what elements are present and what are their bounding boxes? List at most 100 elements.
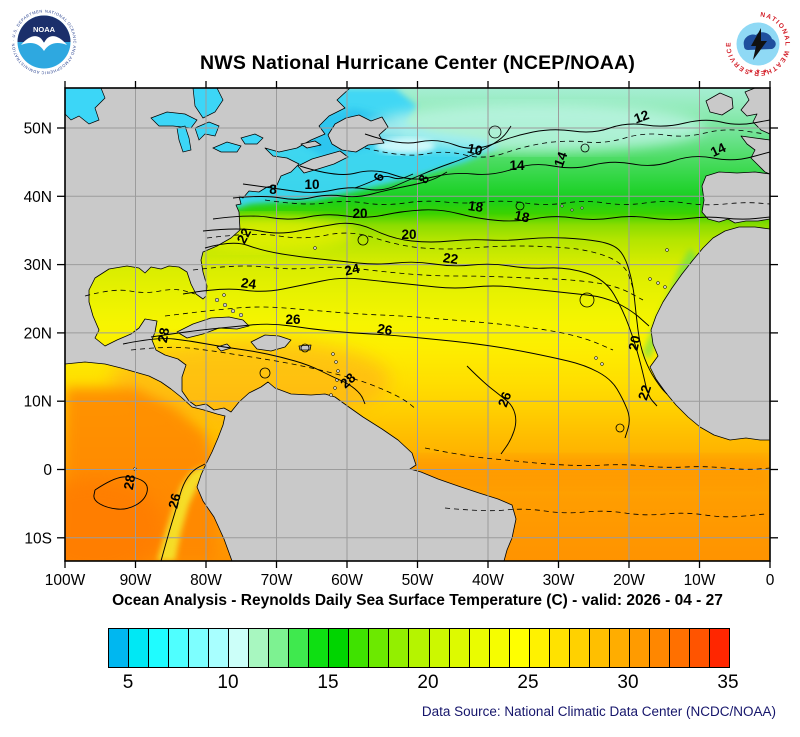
isotherm-23-dashed — [192, 265, 644, 301]
colorbar-cell — [208, 629, 229, 667]
isotherm-25-dashed — [84, 289, 196, 297]
isotherm-22 — [204, 242, 658, 407]
colorbar-cell — [648, 629, 669, 667]
noaa-seagull-icon — [21, 36, 67, 51]
colorbar-cell — [248, 629, 269, 667]
colorbar-cell — [328, 629, 349, 667]
colorbar-cell — [488, 629, 509, 667]
isotherm-ring — [488, 125, 502, 139]
nws-lightning-icon — [751, 28, 767, 60]
isotherm-13-dashed — [364, 129, 766, 158]
isotherm-8 — [232, 171, 448, 200]
contour-label: 24 — [240, 275, 257, 292]
contour-label: 14 — [509, 158, 525, 173]
isotherm-17-dashed — [264, 199, 770, 206]
contour-label: 26 — [376, 321, 394, 338]
great-lakes — [65, 88, 264, 153]
map-axes: 100W 90W 80W 70W 60W 50W 40W 30W 20W 10W 0 50N 40N 30… — [24, 81, 778, 589]
data-source-note: Data Source: National Climatic Data Cent… — [421, 704, 776, 719]
colorbar-cell — [308, 629, 329, 667]
x-axis-label: 70W — [261, 572, 293, 589]
y-axis-label: 30N — [24, 257, 52, 274]
contour-label: 14 — [708, 140, 728, 160]
colorbar-cell — [608, 629, 629, 667]
isotherm-25-dashed — [164, 306, 614, 351]
colorbar-cell — [148, 629, 169, 667]
colorbar-tick-label: 5 — [122, 672, 134, 693]
contour-label: 12 — [632, 107, 651, 126]
isotherm-27-dashed — [444, 507, 766, 518]
contour-label: 20 — [352, 206, 367, 221]
contour-label: 14 — [551, 149, 570, 169]
colorbar-cell — [168, 629, 189, 667]
colorbar-cell — [688, 629, 709, 667]
y-axis-label: 50N — [24, 121, 52, 138]
x-axis-label: 10W — [684, 572, 716, 589]
colorbar-cell — [388, 629, 409, 667]
colorbar-cell — [528, 629, 549, 667]
france — [740, 135, 770, 175]
contour-label: 26 — [495, 389, 514, 409]
isotherm-24 — [182, 277, 650, 327]
lake-michigan — [176, 125, 192, 153]
temperature-colorbar — [108, 628, 730, 668]
africa — [649, 226, 770, 441]
y-axis-label: 10S — [24, 530, 52, 547]
x-axis-label: 90W — [120, 572, 152, 589]
isotherm-ring — [580, 143, 590, 153]
contour-label: 22 — [234, 226, 254, 246]
isotherm-27-dashed — [424, 447, 770, 470]
contour-label: 22 — [442, 250, 459, 267]
colorbar-cell — [408, 629, 429, 667]
x-axis-label: 30W — [543, 572, 575, 589]
contour-label: 18 — [513, 208, 531, 226]
great-britain — [740, 88, 770, 135]
isotherm-ring — [259, 367, 271, 379]
colorbar-cell — [188, 629, 209, 667]
noaa-logo-label: NOAA — [33, 25, 56, 34]
hudson-bay — [65, 88, 106, 125]
isotherm-27-dashed — [130, 346, 418, 411]
isotherm-ring — [300, 343, 310, 353]
isotherm-26 — [466, 365, 517, 455]
americas-landmass — [65, 88, 517, 561]
colorbar-tick-label: 10 — [217, 672, 239, 693]
iberia — [701, 171, 770, 224]
contour-label: 28 — [155, 326, 172, 344]
map-caption: Ocean Analysis - Reynolds Daily Sea Surf… — [112, 592, 723, 609]
y-axis-label: 20N — [24, 325, 52, 342]
isotherm-19-dashed — [206, 232, 634, 289]
x-axis-label: 80W — [190, 572, 222, 589]
x-axis-label: 40W — [472, 572, 504, 589]
lake-superior — [150, 111, 198, 129]
x-axis-label: 60W — [331, 572, 363, 589]
contour-label: 10 — [466, 141, 484, 159]
colorbar-cell — [288, 629, 309, 667]
isotherm-28 — [122, 338, 366, 405]
y-axis-label: 0 — [43, 462, 52, 479]
contour-label: 26 — [285, 312, 301, 327]
isotherm-ring — [579, 292, 595, 308]
isotherm-26 — [150, 323, 630, 439]
colorbar-cell — [588, 629, 609, 667]
page-title: NWS National Hurricane Center (NCEP/NOAA… — [199, 52, 636, 74]
isotherm-18 — [212, 209, 770, 222]
colorbar-cell — [548, 629, 569, 667]
isotherm-20 — [202, 222, 668, 395]
ungava-bay — [192, 88, 224, 119]
ireland — [705, 92, 734, 116]
contour-label: 26 — [166, 491, 184, 510]
map-frame — [64, 87, 771, 562]
isotherm-28 — [93, 476, 148, 510]
isotherm-ring — [615, 423, 625, 433]
colorbar-cell — [468, 629, 489, 667]
anticosti-island — [300, 140, 322, 149]
isotherm-12 — [364, 119, 770, 149]
contour-label: 20 — [626, 334, 644, 352]
colorbar-cell — [428, 629, 449, 667]
contour-label: 18 — [467, 198, 484, 215]
contour-label: 8 — [269, 182, 277, 197]
noaa-logo: NATIONAL OCEANIC AND ATMOSPHERIC ADMINIS… — [10, 8, 78, 76]
